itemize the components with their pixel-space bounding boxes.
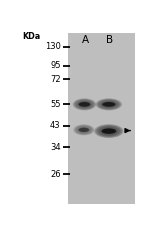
Ellipse shape	[101, 101, 117, 108]
Ellipse shape	[99, 127, 119, 136]
Bar	[68, 33, 135, 204]
Ellipse shape	[99, 100, 119, 109]
Text: A: A	[82, 35, 89, 45]
Ellipse shape	[94, 124, 124, 138]
Ellipse shape	[100, 100, 118, 108]
Text: 26: 26	[50, 170, 61, 179]
Ellipse shape	[77, 100, 92, 108]
Text: B: B	[106, 35, 113, 45]
Text: 43: 43	[50, 121, 61, 130]
Ellipse shape	[97, 125, 121, 137]
Ellipse shape	[75, 99, 94, 110]
Ellipse shape	[76, 126, 92, 134]
Ellipse shape	[77, 126, 91, 134]
Ellipse shape	[98, 126, 120, 136]
Ellipse shape	[98, 99, 120, 110]
Ellipse shape	[95, 125, 122, 137]
Ellipse shape	[76, 100, 93, 109]
Ellipse shape	[74, 99, 95, 110]
Ellipse shape	[100, 127, 117, 135]
Text: 95: 95	[50, 61, 61, 70]
Ellipse shape	[75, 125, 93, 134]
Ellipse shape	[102, 128, 116, 134]
Ellipse shape	[102, 102, 116, 107]
Ellipse shape	[79, 102, 90, 107]
Text: 130: 130	[45, 42, 61, 51]
Ellipse shape	[79, 128, 89, 132]
Text: KDa: KDa	[22, 32, 41, 41]
Text: 55: 55	[50, 100, 61, 109]
Ellipse shape	[96, 98, 122, 110]
Ellipse shape	[73, 98, 96, 110]
Text: 34: 34	[50, 143, 61, 152]
Ellipse shape	[78, 101, 91, 108]
Ellipse shape	[74, 125, 94, 135]
Ellipse shape	[97, 99, 121, 110]
Ellipse shape	[102, 128, 116, 135]
Text: 72: 72	[50, 75, 61, 84]
Ellipse shape	[73, 124, 94, 135]
